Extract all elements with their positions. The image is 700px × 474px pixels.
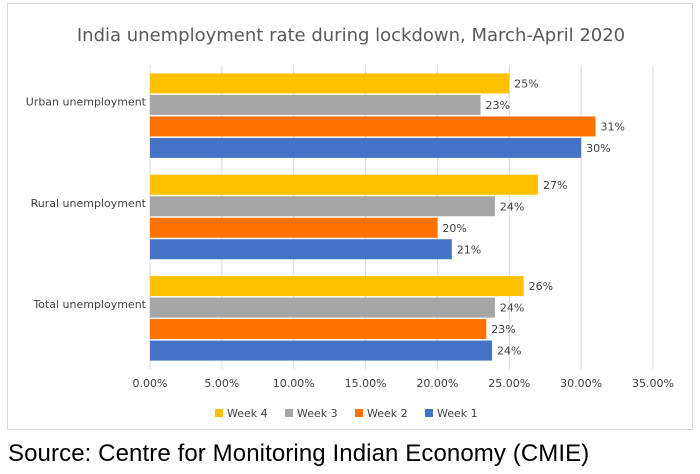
legend-swatch xyxy=(215,409,223,417)
bar-week-2 xyxy=(150,217,438,238)
bar-week-2 xyxy=(150,319,487,340)
data-label: 25% xyxy=(514,77,538,90)
x-axis-ticks: 0.00% 5.00% 10.00% 15.00% 20.00% 25.00% 30.00%… xyxy=(133,377,674,390)
legend-swatch xyxy=(355,409,363,417)
source-note: Source: Centre for Monitoring Indian Eco… xyxy=(8,440,590,467)
legend-label: Week 2 xyxy=(367,407,408,420)
data-label: 31% xyxy=(601,120,625,133)
data-label: 30% xyxy=(586,142,610,155)
data-label: 23% xyxy=(491,323,515,336)
data-label: 24% xyxy=(500,200,524,213)
data-label: 24% xyxy=(500,302,524,315)
legend-swatch xyxy=(285,409,293,417)
bar-week-1 xyxy=(150,137,582,158)
x-tick-label: 30.00% xyxy=(560,377,602,390)
data-label: 27% xyxy=(543,179,567,192)
bar-week-1 xyxy=(150,340,493,361)
bar-week-3 xyxy=(150,196,495,217)
bar-chart: India unemployment rate during lockdown,… xyxy=(26,25,674,420)
x-tick-label: 0.00% xyxy=(133,377,168,390)
category-label: Urban unemployment xyxy=(26,96,147,109)
bar-week-2 xyxy=(150,116,596,137)
x-tick-label: 25.00% xyxy=(488,377,530,390)
data-label: 23% xyxy=(486,99,510,112)
legend: Week 4 Week 3 Week 2 Week 1 xyxy=(215,407,478,420)
x-tick-label: 5.00% xyxy=(204,377,239,390)
chart-frame: India unemployment rate during lockdown,… xyxy=(7,3,693,430)
legend-label: Week 3 xyxy=(297,407,338,420)
bar-week-4 xyxy=(150,73,510,94)
category-label: Total unemployment xyxy=(32,298,146,311)
legend-label: Week 4 xyxy=(227,407,268,420)
x-tick-label: 10.00% xyxy=(273,377,315,390)
data-label: 20% xyxy=(442,222,466,235)
x-tick-label: 20.00% xyxy=(416,377,458,390)
data-label: 24% xyxy=(497,345,521,358)
bar-week-4 xyxy=(150,174,539,195)
category-axis: Urban unemployment Rural unemployment Tota… xyxy=(26,96,147,312)
x-tick-label: 15.00% xyxy=(345,377,387,390)
chart-title: India unemployment rate during lockdown,… xyxy=(77,25,625,46)
gridlines xyxy=(149,65,654,369)
x-tick-label: 35.00% xyxy=(632,377,674,390)
bar-week-1 xyxy=(150,239,452,260)
category-label: Rural unemployment xyxy=(31,197,147,210)
data-label: 21% xyxy=(457,243,481,256)
bar-week-3 xyxy=(150,94,481,115)
bars xyxy=(150,73,596,361)
legend-swatch xyxy=(425,409,433,417)
data-labels: 25% 23% 31% 30% 27% 24% 20% 21% 26% 24% 23% 24% xyxy=(442,77,625,357)
bar-week-4 xyxy=(150,276,524,297)
legend-label: Week 1 xyxy=(437,407,478,420)
data-label: 26% xyxy=(529,280,553,293)
bar-week-3 xyxy=(150,297,495,318)
